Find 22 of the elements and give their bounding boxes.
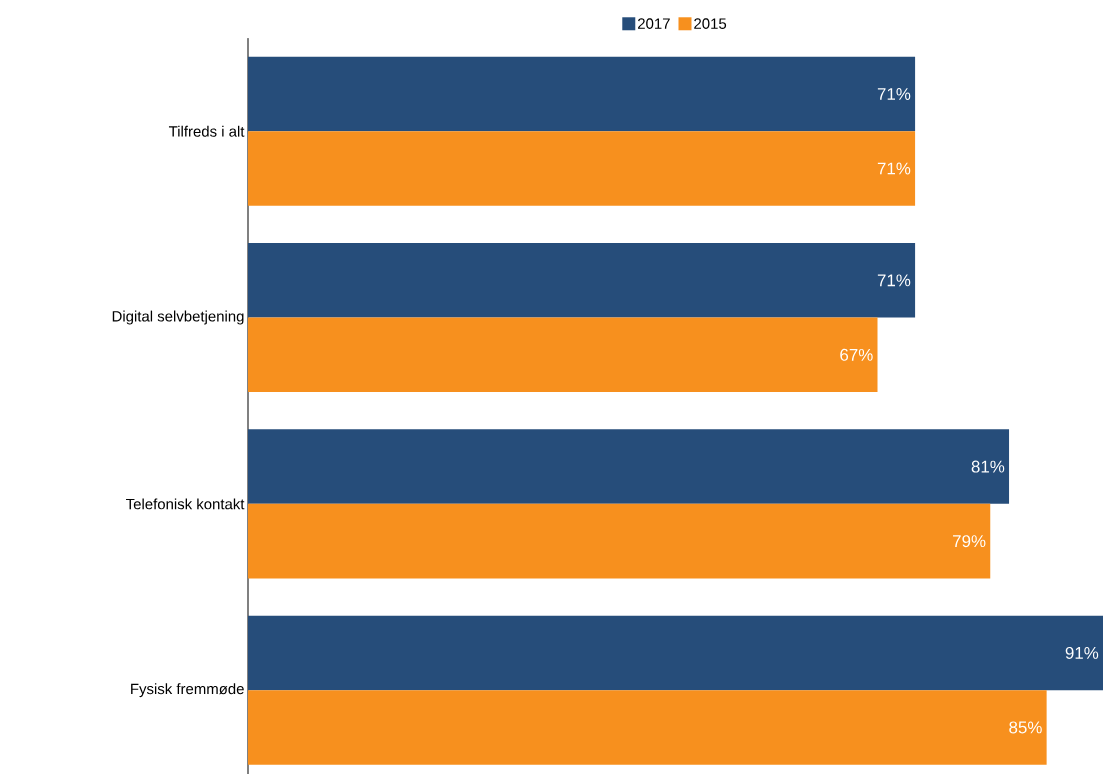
bar bbox=[248, 131, 916, 206]
data-label: 85% bbox=[1009, 721, 1042, 734]
y-tick-label: Fysisk fremmøde bbox=[131, 683, 244, 698]
y-tick-label: Digital selvbetjening bbox=[112, 310, 244, 325]
data-label: 67% bbox=[840, 348, 873, 361]
bar bbox=[248, 243, 916, 318]
bar bbox=[248, 429, 1010, 504]
data-label: 71% bbox=[877, 162, 911, 175]
bar bbox=[248, 317, 878, 393]
legend-label: 2017 bbox=[638, 18, 670, 29]
bar bbox=[248, 690, 1047, 765]
y-tick-label: Tilfreds i alt bbox=[168, 125, 245, 137]
bar bbox=[248, 503, 991, 579]
legend-label: 2015 bbox=[694, 18, 727, 29]
data-label: 81% bbox=[971, 460, 1005, 473]
bar bbox=[248, 615, 1103, 691]
data-label: 71% bbox=[877, 88, 911, 100]
y-tick-label: Telefonisk kontakt bbox=[126, 498, 245, 510]
data-label: 91% bbox=[1065, 646, 1099, 659]
data-label: 71% bbox=[877, 274, 911, 287]
data-label: 79% bbox=[953, 535, 986, 548]
bar bbox=[248, 56, 916, 132]
